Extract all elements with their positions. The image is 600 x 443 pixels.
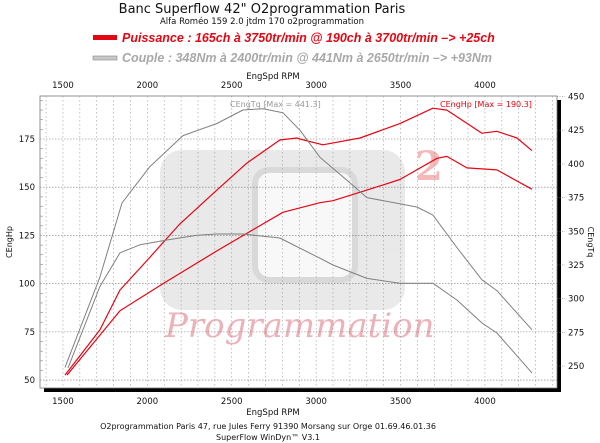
series-line-0 bbox=[64, 107, 533, 376]
y-tick-label-left: 175 bbox=[19, 135, 35, 145]
legend-swatch-power bbox=[93, 35, 117, 40]
x-tick-label-bottom: 4000 bbox=[474, 397, 496, 407]
x-tick-label-top: 1500 bbox=[52, 81, 74, 91]
chart-title: Banc Superflow 42" O2programmation Paris bbox=[119, 2, 406, 17]
y-axis-label-left: CEngHp bbox=[5, 226, 14, 258]
x-axis-label-top: EngSpd RPM bbox=[246, 72, 299, 82]
y-tick-label-right: 250 bbox=[568, 362, 584, 372]
torque-max-annotation: CEngTq [Max = 441.3] bbox=[230, 100, 321, 109]
y-tick-label-right: 275 bbox=[568, 328, 584, 338]
y-tick-label-right: 450 bbox=[568, 93, 584, 103]
x-tick-label-bottom: 2500 bbox=[221, 397, 243, 407]
y-tick-label-right: 325 bbox=[568, 261, 584, 271]
x-tick-label-bottom: 3500 bbox=[390, 397, 412, 407]
watermark: 2 bbox=[160, 143, 443, 310]
x-tick-label-bottom: 1500 bbox=[52, 397, 74, 407]
x-axis-label-bottom: EngSpd RPM bbox=[246, 408, 299, 418]
legend-swatch-torque bbox=[92, 55, 118, 61]
legend-power: Puissance : 165ch à 3750tr/min @ 190ch à… bbox=[122, 31, 495, 45]
legend-torque: Couple : 348Nm à 2400tr/min @ 441Nm à 26… bbox=[122, 51, 492, 65]
footer-address: O2programmation Paris 47, rue Jules Ferr… bbox=[100, 422, 436, 431]
series-line-1 bbox=[66, 155, 533, 376]
x-tick-label-top: 3500 bbox=[390, 81, 412, 91]
x-tick-label-bottom: 3000 bbox=[305, 397, 327, 407]
chart-subtitle: Alfa Roméo 159 2.0 jtdm 170 o2programmat… bbox=[160, 16, 364, 27]
y-tick-label-left: 75 bbox=[24, 328, 35, 338]
x-tick-label-top: 2000 bbox=[137, 81, 159, 91]
y-tick-label-right: 300 bbox=[568, 295, 584, 305]
y-tick-label-left: 150 bbox=[19, 183, 35, 193]
y-tick-label-right: 425 bbox=[568, 126, 584, 136]
y-tick-label-left: 125 bbox=[19, 231, 35, 241]
y-tick-label-right: 375 bbox=[568, 194, 584, 204]
x-tick-label-top: 3000 bbox=[305, 81, 327, 91]
y-tick-label-left: 50 bbox=[24, 376, 35, 386]
y-tick-label-left: 100 bbox=[19, 280, 35, 290]
x-tick-label-top: 4000 bbox=[474, 81, 496, 91]
series-line-3 bbox=[67, 233, 533, 374]
power-max-annotation: CEngHp [Max = 190.3] bbox=[440, 100, 532, 109]
svg-text:2: 2 bbox=[415, 143, 443, 190]
y-axis-label-right: CEngTq bbox=[586, 227, 595, 258]
x-tick-label-bottom: 2000 bbox=[137, 397, 159, 407]
y-tick-label-right: 400 bbox=[568, 160, 584, 170]
footer-software: SuperFlow WinDyn™ V3.1 bbox=[216, 433, 320, 442]
x-tick-label-top: 2500 bbox=[221, 81, 243, 91]
series-line-2 bbox=[64, 108, 533, 368]
y-tick-label-right: 350 bbox=[568, 227, 584, 237]
